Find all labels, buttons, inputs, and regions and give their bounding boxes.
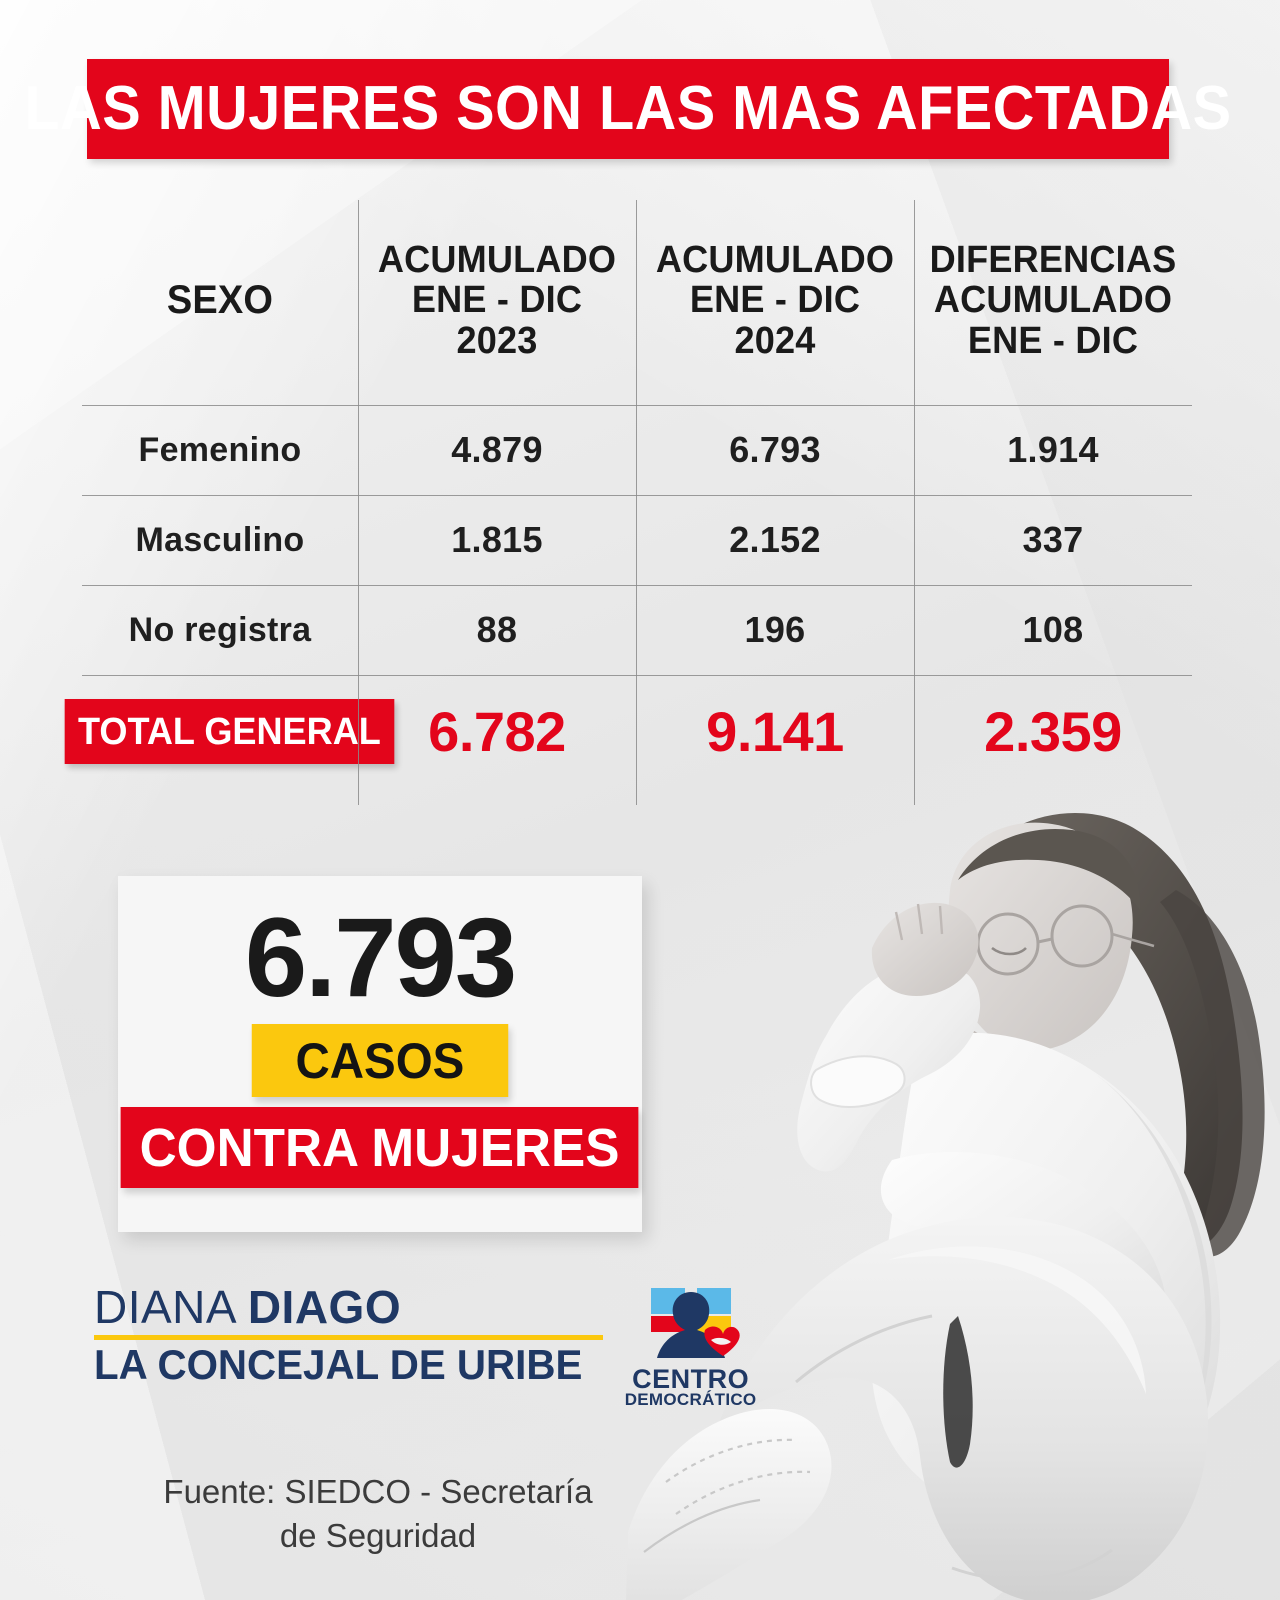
column-header-2023-line2: ENE - DIC	[411, 279, 583, 322]
candidate-last-name: DIAGO	[247, 1281, 402, 1333]
table-header-row: SEXO ACUMULADO ENE - DIC 2023 ACUMULADO …	[82, 196, 1192, 405]
candidate-name: DIANA DIAGO	[94, 1284, 603, 1330]
total-general-badge: TOTAL GENERAL	[64, 698, 395, 764]
cell-diferencia: 337	[1022, 519, 1084, 560]
cell-2024: 2.152	[729, 519, 821, 560]
candidate-first-name: DIANA	[94, 1281, 248, 1333]
cell-2023: 4.879	[451, 429, 543, 470]
party-emblem-icon	[650, 1288, 740, 1358]
centro-democratico-logo: CENTRO DEMOCRÁTICO	[625, 1286, 757, 1409]
contra-mujeres-badge: CONTRA MUJERES	[121, 1107, 639, 1188]
column-header-sexo-line1: SEXO	[166, 278, 274, 323]
row-label: Masculino	[135, 520, 305, 559]
column-header-diferencias-line3: ENE - DIC	[967, 319, 1139, 362]
column-header-2024: ACUMULADO ENE - DIC 2024	[643, 196, 907, 405]
column-header-2024-line2: ENE - DIC	[689, 279, 861, 322]
cell-diferencia: 1.914	[1007, 429, 1099, 470]
column-header-2024-line3: 2024	[734, 319, 816, 362]
brand-underline	[94, 1335, 603, 1340]
candidate-tagline: LA CONCEJAL DE URIBE	[94, 1341, 583, 1388]
row-label: Femenino	[138, 430, 302, 469]
party-name-line2: DEMOCRÁTICO	[624, 1390, 757, 1410]
casos-badge: CASOS	[251, 1024, 509, 1097]
total-2023: 6.782	[428, 699, 566, 763]
woman-photo	[620, 740, 1280, 1600]
headline-banner: LAS MUJERES SON LAS MAS AFECTADAS	[24, 59, 1231, 159]
source-note: Fuente: SIEDCO - Secretaría de Seguridad	[118, 1470, 638, 1557]
party-name: CENTRO DEMOCRÁTICO	[624, 1364, 757, 1410]
cell-diferencia: 108	[1022, 609, 1084, 650]
page-title: LAS MUJERES SON LAS MAS AFECTADAS	[24, 74, 1232, 143]
source-line1: Fuente: SIEDCO - Secretaría	[163, 1473, 593, 1510]
table-divider-3	[914, 200, 915, 805]
column-header-diferencias: DIFERENCIAS ACUMULADO ENE - DIC	[921, 196, 1185, 405]
cell-2023: 1.815	[451, 519, 543, 560]
party-name-line1: CENTRO	[632, 1364, 750, 1394]
column-header-diferencias-line2: ACUMULADO	[933, 279, 1173, 322]
column-header-diferencias-line1: DIFERENCIAS	[929, 239, 1177, 282]
total-diferencia: 2.359	[984, 699, 1122, 763]
column-header-sexo: SEXO	[89, 196, 351, 405]
cell-2024: 196	[744, 609, 806, 650]
table-divider-1	[358, 200, 359, 805]
candidate-name-block: DIANA DIAGO LA CONCEJAL DE URIBE	[94, 1284, 603, 1386]
table-rule-2	[82, 585, 1192, 586]
highlight-number: 6.793	[244, 895, 517, 1020]
table-row: No registra 88 196 108	[82, 585, 1192, 675]
column-header-2024-line1: ACUMULADO	[655, 239, 895, 282]
cell-2023: 88	[476, 609, 518, 650]
row-label: No registra	[128, 610, 312, 649]
brand-block: DIANA DIAGO LA CONCEJAL DE URIBE CENTRO …	[94, 1284, 756, 1409]
table-divider-2	[636, 200, 637, 805]
column-header-2023-line3: 2023	[456, 319, 538, 362]
table-row: Masculino 1.815 2.152 337	[82, 495, 1192, 585]
table-row: Femenino 4.879 6.793 1.914	[82, 405, 1192, 495]
cell-2024: 6.793	[729, 429, 821, 470]
total-2024: 9.141	[706, 699, 844, 763]
source-line2: de Seguridad	[279, 1516, 477, 1554]
table-rule-1	[82, 495, 1192, 496]
table-total-row: TOTAL GENERAL 6.782 9.141 2.359	[64, 675, 1192, 787]
table-rule-3	[82, 675, 1192, 676]
highlight-card: 6.793 CASOS CONTRA MUJERES	[118, 876, 642, 1232]
column-header-2023-line1: ACUMULADO	[377, 239, 617, 282]
table-rule-header	[82, 405, 1192, 406]
statistics-table: SEXO ACUMULADO ENE - DIC 2023 ACUMULADO …	[64, 196, 1192, 805]
column-header-2023: ACUMULADO ENE - DIC 2023	[365, 196, 629, 405]
